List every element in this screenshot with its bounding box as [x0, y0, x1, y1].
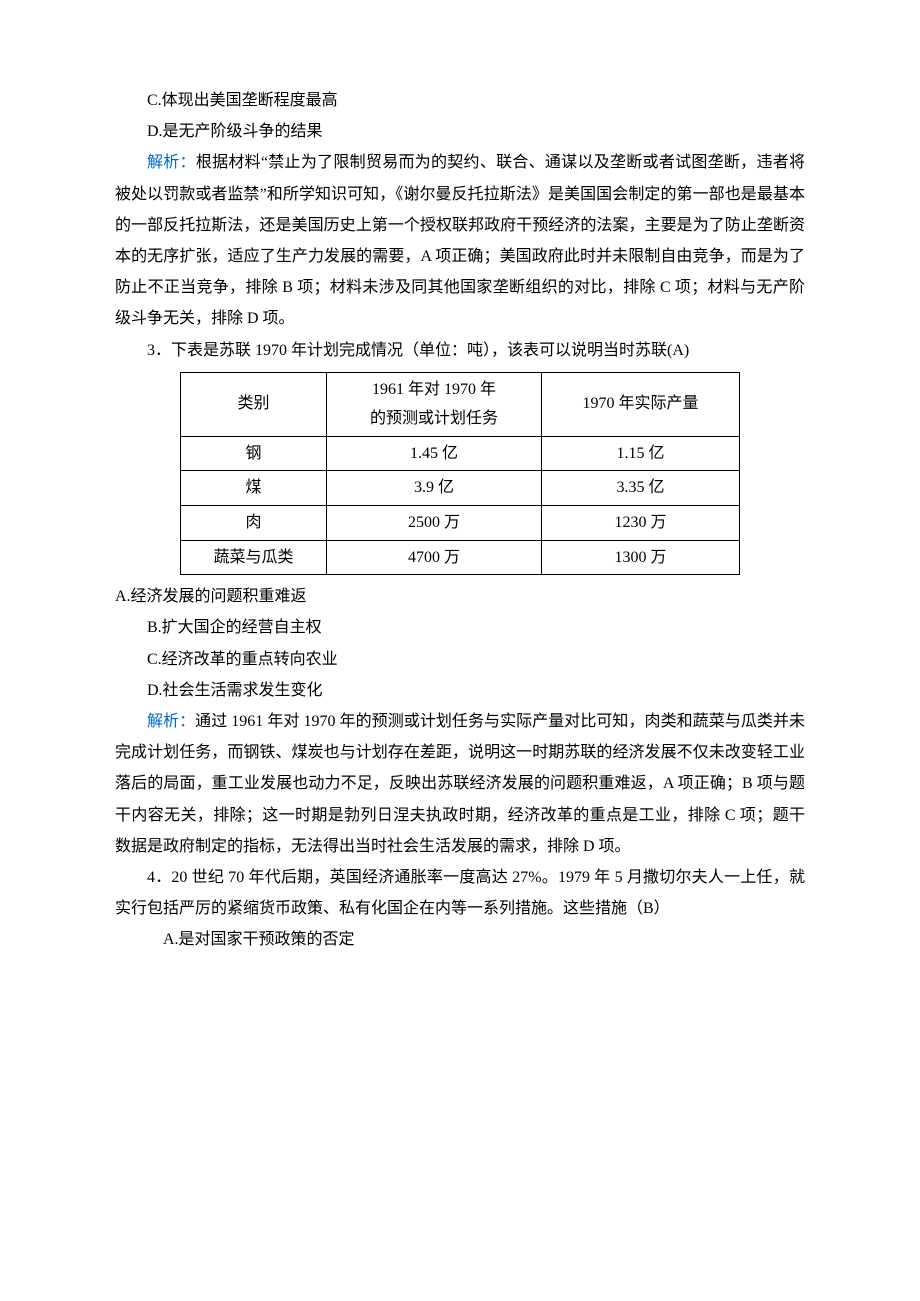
q3-option-b: B.扩大国企的经营自主权 [115, 612, 805, 643]
th-plan: 1961 年对 1970 年 的预测或计划任务 [326, 372, 541, 436]
cell: 2500 万 [326, 506, 541, 541]
q3-option-d: D.社会生活需求发生变化 [115, 675, 805, 706]
cell: 蔬菜与瓜类 [181, 540, 327, 575]
q3-option-a: A.经济发展的问题积重难返 [115, 581, 805, 612]
cell: 3.35 亿 [542, 471, 740, 506]
cell: 1.45 亿 [326, 436, 541, 471]
cell: 1.15 亿 [542, 436, 740, 471]
cell: 1300 万 [542, 540, 740, 575]
q4-stem: 4．20 世纪 70 年代后期，英国经济通胀率一度高达 27%。1979 年 5… [115, 862, 805, 924]
q3-option-c: C.经济改革的重点转向农业 [115, 644, 805, 675]
cell: 煤 [181, 471, 327, 506]
table-header-row: 类别 1961 年对 1970 年 的预测或计划任务 1970 年实际产量 [181, 372, 740, 436]
option-d: D.是无产阶级斗争的结果 [115, 116, 805, 147]
cell: 钢 [181, 436, 327, 471]
th-category: 类别 [181, 372, 327, 436]
option-c: C.体现出美国垄断程度最高 [115, 85, 805, 116]
table-row: 肉 2500 万 1230 万 [181, 506, 740, 541]
cell: 4700 万 [326, 540, 541, 575]
table-row: 煤 3.9 亿 3.35 亿 [181, 471, 740, 506]
table-row: 钢 1.45 亿 1.15 亿 [181, 436, 740, 471]
cell: 肉 [181, 506, 327, 541]
cell: 3.9 亿 [326, 471, 541, 506]
th-actual: 1970 年实际产量 [542, 372, 740, 436]
analysis-1-text: 根据材料“禁止为了限制贸易而为的契约、联合、通谋以及垄断或者试图垄断，违者将被处… [115, 154, 805, 327]
page: C.体现出美国垄断程度最高 D.是无产阶级斗争的结果 解析：根据材料“禁止为了限… [0, 0, 920, 1301]
q3-analysis: 解析：通过 1961 年对 1970 年的预测或计划任务与实际产量对比可知，肉类… [115, 706, 805, 862]
cell: 1230 万 [542, 506, 740, 541]
th-plan-line1: 1961 年对 1970 年 [372, 381, 496, 398]
analysis-label: 解析： [147, 713, 195, 730]
th-plan-line2: 的预测或计划任务 [370, 410, 498, 427]
q4-option-a: A.是对国家干预政策的否定 [115, 924, 805, 955]
q3-analysis-text: 通过 1961 年对 1970 年的预测或计划任务与实际产量对比可知，肉类和蔬菜… [115, 713, 805, 855]
analysis-1: 解析：根据材料“禁止为了限制贸易而为的契约、联合、通谋以及垄断或者试图垄断，违者… [115, 147, 805, 334]
table-row: 蔬菜与瓜类 4700 万 1300 万 [181, 540, 740, 575]
q3-table: 类别 1961 年对 1970 年 的预测或计划任务 1970 年实际产量 钢 … [180, 372, 740, 576]
analysis-label: 解析： [147, 154, 196, 171]
q3-stem: 3．下表是苏联 1970 年计划完成情况（单位：吨），该表可以说明当时苏联(A) [115, 335, 805, 366]
